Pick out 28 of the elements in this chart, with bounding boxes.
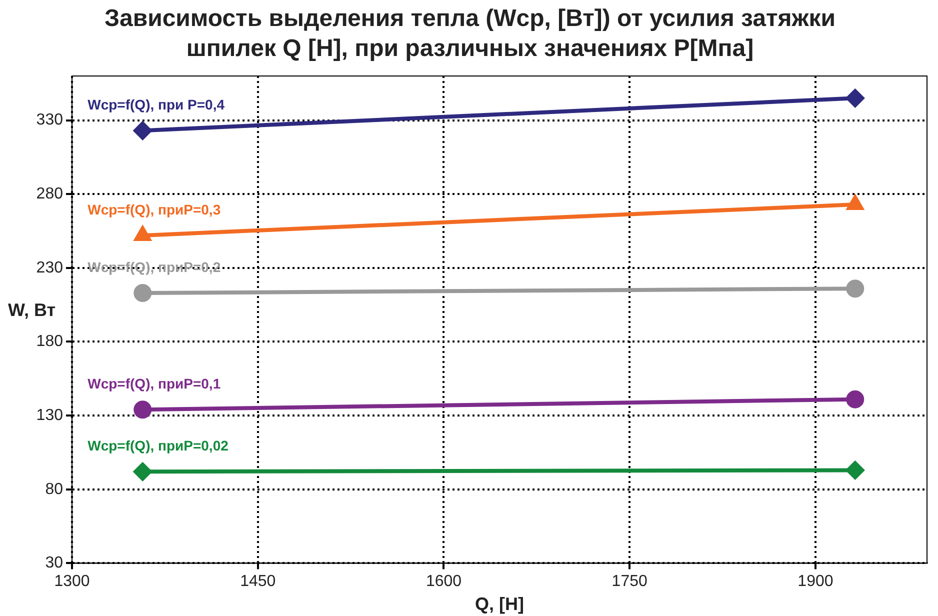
chart-title: Зависимость выделения тепла (Wcp, [Вт]) от усилия затяжки шпилек Q [H], при различных значениях P[Мпа]	[103, 4, 837, 64]
x-tick-label: 1450	[240, 573, 276, 590]
series-label: Wcp=f(Q), приP=0,2	[88, 258, 221, 275]
y-tick-label: 80	[45, 480, 64, 498]
y-tick-label: 180	[36, 333, 64, 350]
x-tick-label: 1600	[426, 573, 462, 590]
y-axis-title: W, Вт	[8, 300, 56, 321]
y-tick-label: 280	[36, 186, 64, 203]
series-label: Wcp=f(Q), при P=0,4	[88, 96, 225, 112]
y-tick-label: 130	[36, 406, 64, 424]
point	[134, 462, 152, 481]
point	[134, 400, 152, 419]
series-label: Wcp=f(Q), приP=0,3	[88, 201, 221, 218]
x-tick-label: 1300	[54, 573, 90, 590]
point	[134, 122, 152, 140]
x-tick-label: 1900	[798, 573, 834, 590]
y-tick-label: 230	[36, 259, 64, 276]
point	[846, 461, 864, 480]
point	[846, 280, 864, 298]
series-label: Wcp=f(Q), приP=0,02	[88, 438, 229, 454]
point	[846, 89, 864, 108]
point	[846, 390, 864, 408]
series-label: Wcp=f(Q), приP=0,1	[88, 376, 221, 392]
x-axis-title: Q, [H]	[475, 594, 524, 614]
y-tick-label: 330	[36, 112, 64, 129]
y-tick-label: 30	[45, 554, 64, 572]
point	[134, 284, 152, 302]
x-tick-label: 1750	[612, 573, 648, 590]
